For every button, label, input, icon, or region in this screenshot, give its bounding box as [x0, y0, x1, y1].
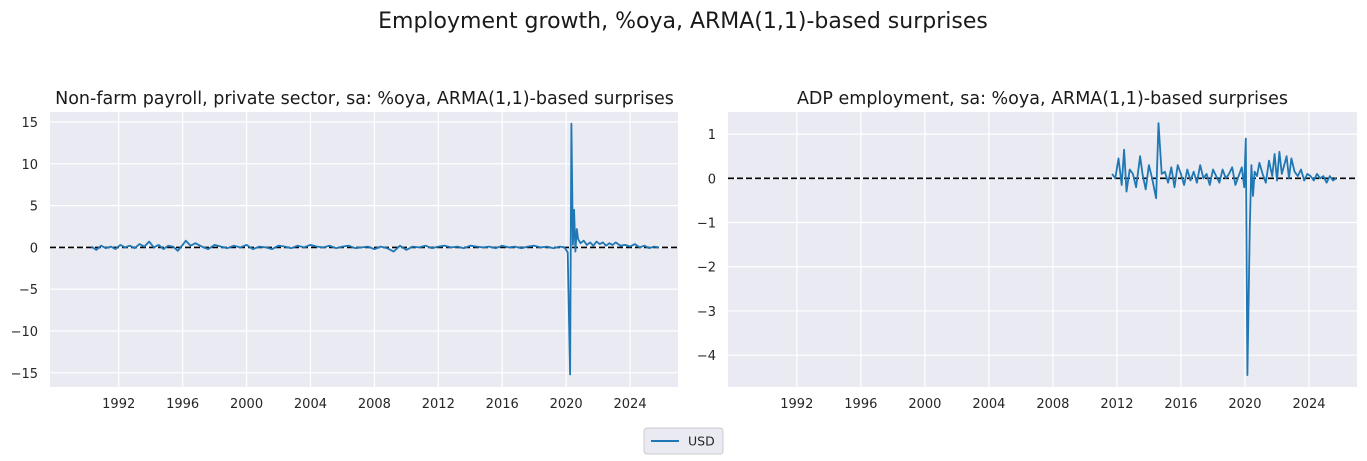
panel-title-adp: ADP employment, sa: %oya, ARMA(1,1)-base…: [797, 89, 1288, 109]
y-tick-label: 15: [21, 116, 38, 131]
y-tick-label: −2: [697, 261, 716, 276]
y-tick-label: −15: [11, 367, 38, 382]
x-tick-label: 2016: [1164, 397, 1197, 412]
x-tick-label: 2008: [358, 397, 391, 412]
tick-labels-nonfarm: 1992 1996 2000 2004 2008 2012 2016 2020 2024 15 10…: [11, 116, 647, 412]
y-tick-label: −3: [697, 305, 716, 320]
y-tick-label: 0: [30, 241, 38, 256]
series-line-usd: [1111, 122, 1337, 377]
y-tick-label: 5: [30, 200, 38, 215]
x-tick-label: 2012: [422, 397, 455, 412]
y-tick-label: −10: [11, 325, 38, 340]
series-group-nonfarm: [90, 122, 659, 376]
panel-adp-employment: ADP employment, sa: %oya, ARMA(1,1)-base…: [697, 89, 1357, 412]
x-tick-label: 2020: [550, 397, 583, 412]
panel-title-nonfarm: Non-farm payroll, private sector, sa: %o…: [55, 89, 674, 109]
series-group-adp: [1111, 122, 1337, 377]
x-tick-label: 1992: [780, 397, 813, 412]
x-tick-label: 2012: [1100, 397, 1133, 412]
x-tick-label: 2000: [230, 397, 263, 412]
x-tick-label: 2008: [1036, 397, 1069, 412]
legend-box: [643, 427, 724, 455]
x-tick-label: 1996: [844, 397, 877, 412]
x-tick-label: 2024: [1292, 397, 1325, 412]
tick-labels-adp: 1992 1996 2000 2004 2008 2012 2016 2020 2024 1 0 −1…: [697, 128, 1326, 412]
y-tick-label: 10: [21, 158, 38, 173]
series-line-usd: [90, 122, 659, 376]
x-tick-label: 2000: [908, 397, 941, 412]
x-tick-label: 2024: [614, 397, 647, 412]
y-tick-label: 0: [708, 172, 716, 187]
y-tick-label: −1: [697, 217, 716, 232]
x-tick-label: 2016: [486, 397, 519, 412]
gridlines-adp: [728, 112, 1357, 387]
y-tick-label: −5: [19, 283, 38, 298]
x-tick-label: 1992: [102, 397, 135, 412]
x-tick-label: 1996: [166, 397, 199, 412]
legend-label-usd: USD: [688, 434, 715, 449]
plot-area-adp: [728, 112, 1357, 387]
x-tick-label: 2004: [972, 397, 1005, 412]
y-tick-label: −4: [697, 349, 716, 364]
y-tick-label: 1: [708, 128, 716, 143]
plot-area-nonfarm: [50, 112, 678, 387]
legend: USD: [643, 427, 724, 455]
x-tick-label: 2004: [294, 397, 327, 412]
figure-suptitle: Employment growth, %oya, ARMA(1,1)-based…: [378, 9, 988, 34]
panel-nonfarm-payroll: Non-farm payroll, private sector, sa: %o…: [11, 89, 678, 412]
x-tick-label: 2020: [1228, 397, 1261, 412]
